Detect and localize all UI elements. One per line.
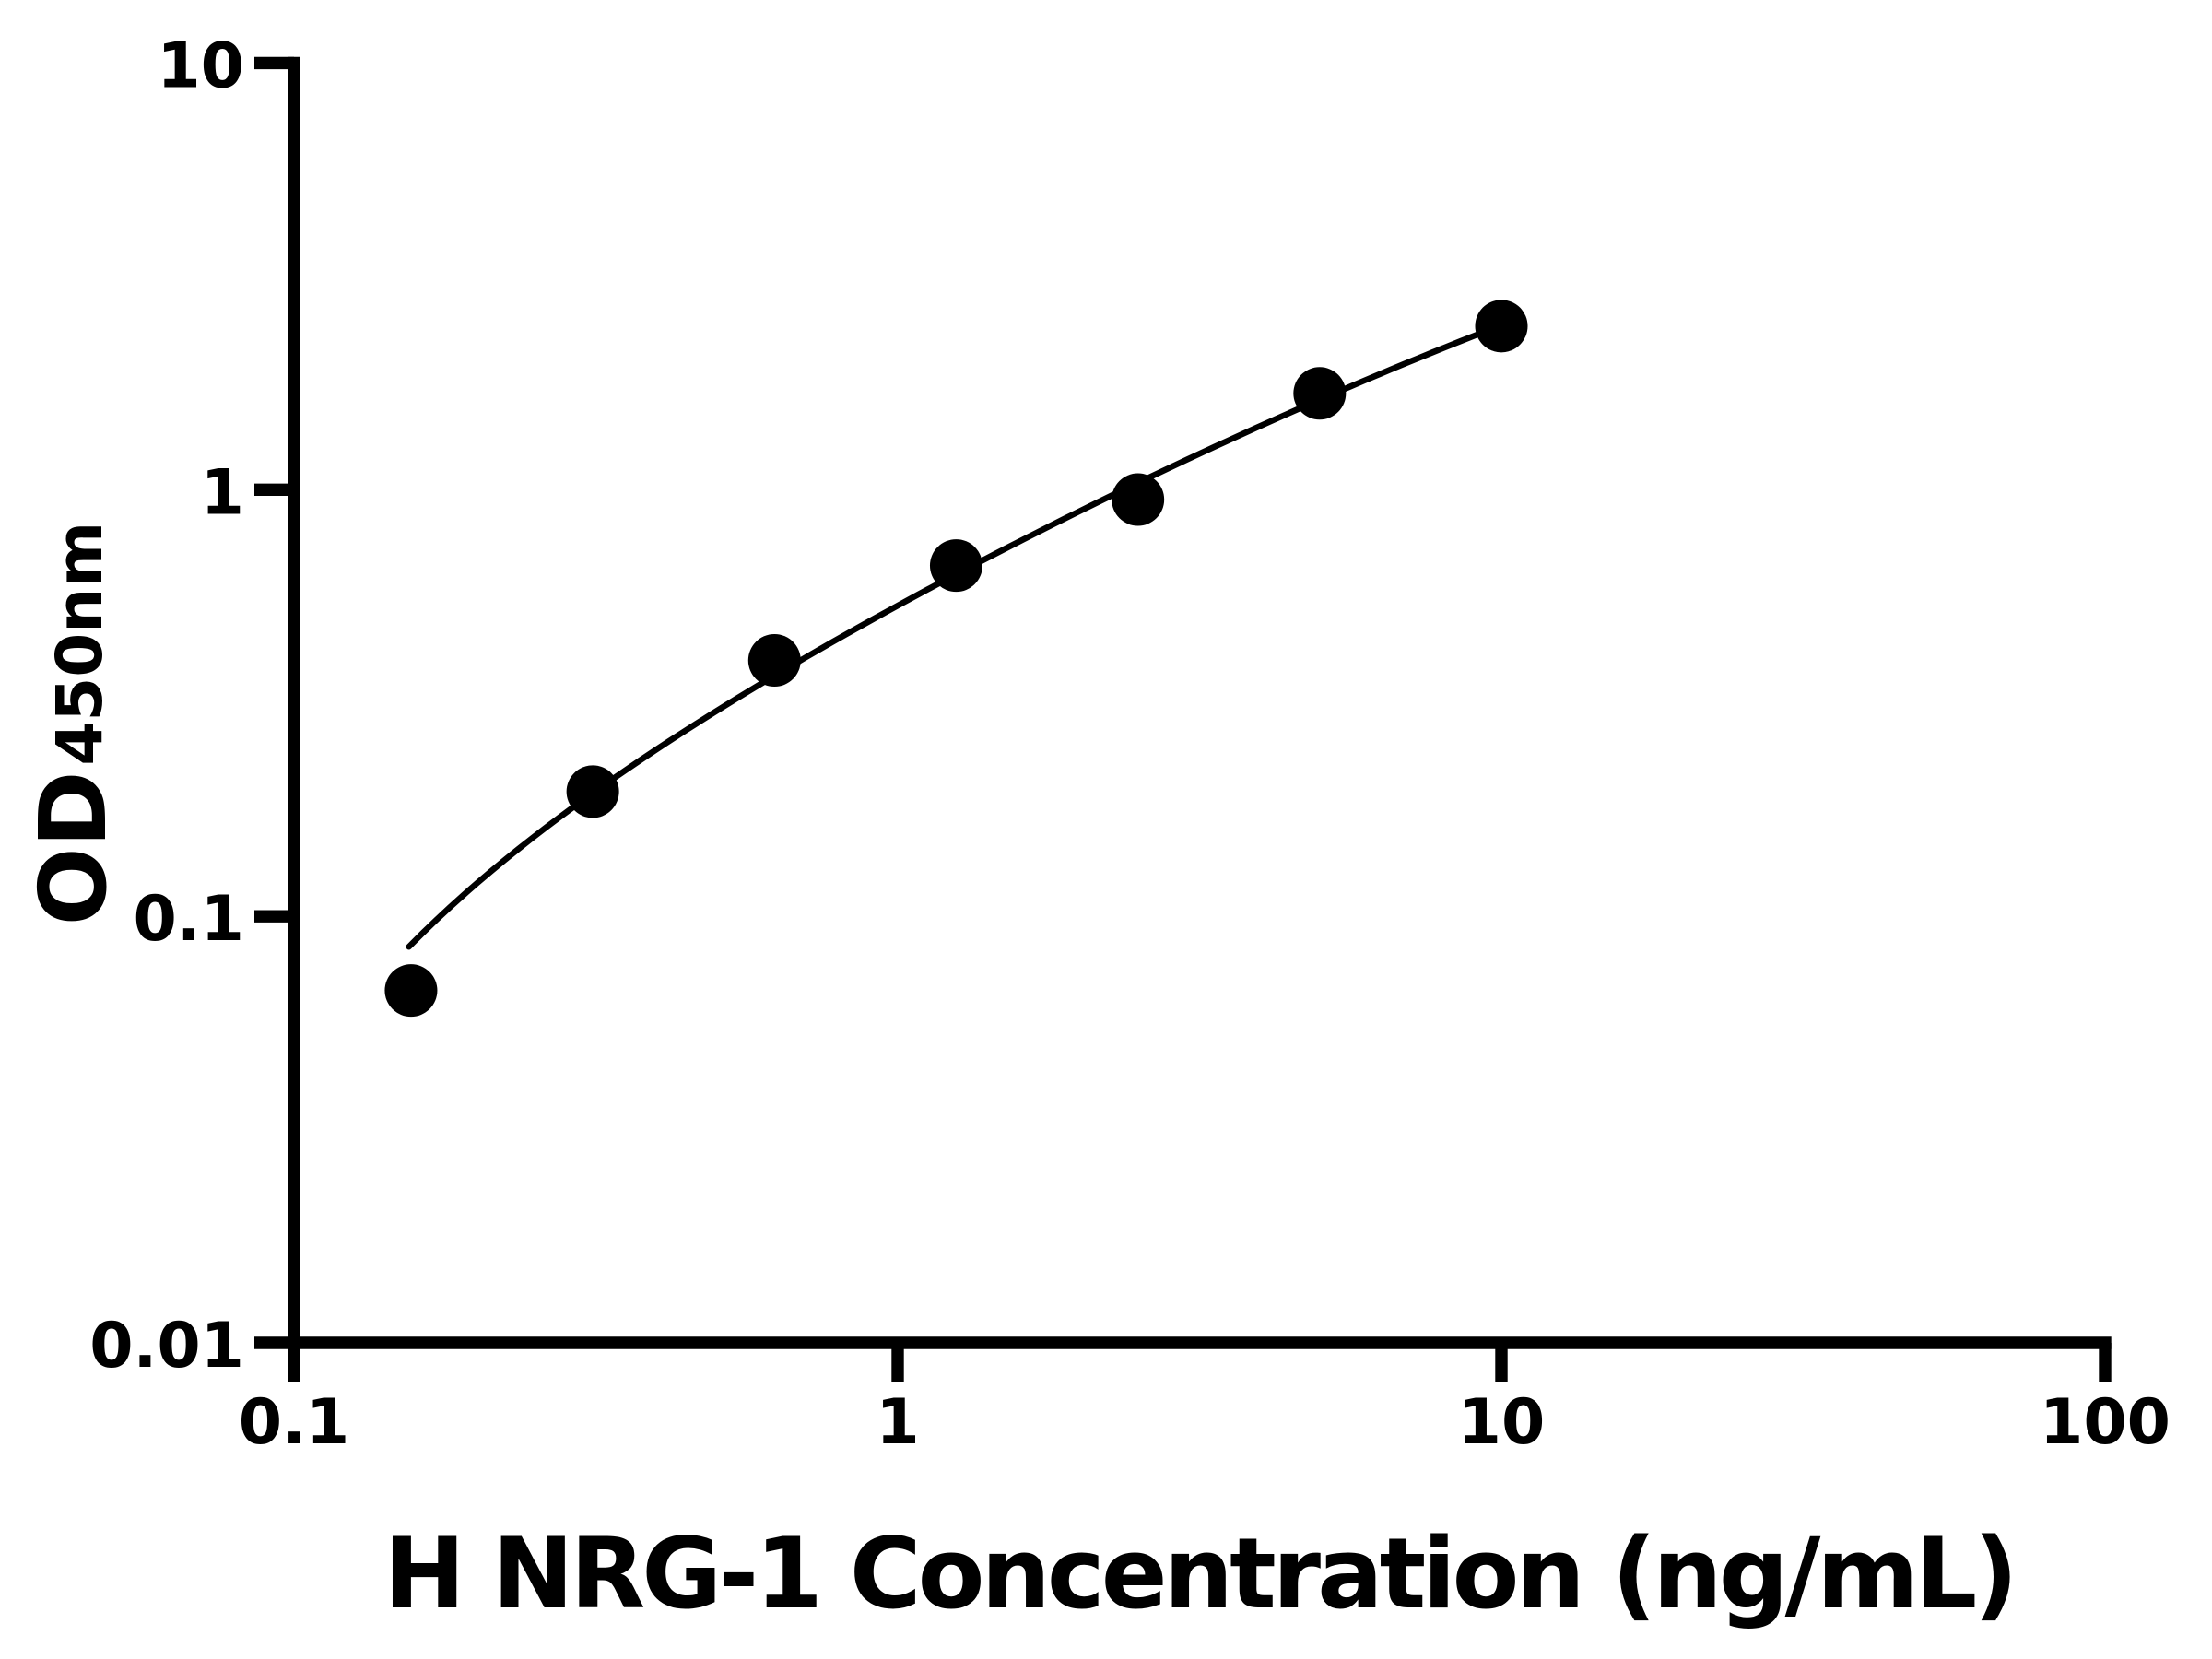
data-point-marker	[566, 765, 619, 818]
y-tick-label: 1	[201, 456, 244, 529]
data-point-marker	[1475, 300, 1528, 353]
y-axis-title: OD 450nm	[19, 522, 127, 926]
y-tick-label: 10	[157, 29, 244, 102]
data-points	[384, 300, 1528, 1018]
x-tick-label: 100	[2040, 1386, 2171, 1459]
y-axis-title-subscript: 450nm	[43, 522, 117, 766]
y-axis-ticks	[254, 56, 294, 1349]
x-axis-title: H NRG-1 Concentration (ng/mL)	[383, 1517, 2015, 1630]
y-axis-title-main: OD	[19, 771, 127, 925]
x-tick-label: 1	[876, 1386, 919, 1459]
x-tick-label: 0.1	[239, 1386, 349, 1459]
plot-area	[384, 300, 1528, 1018]
axes	[288, 56, 2112, 1382]
data-point-marker	[929, 539, 982, 593]
data-point-marker	[1112, 473, 1165, 526]
x-tick-label: 10	[1458, 1386, 1546, 1459]
data-point-marker	[1293, 367, 1347, 420]
data-point-marker	[384, 964, 438, 1018]
y-tick-label: 0.01	[89, 1310, 244, 1382]
y-tick-label: 0.1	[134, 883, 244, 956]
data-point-marker	[747, 633, 801, 687]
x-axis-tick-labels: 0.1 1 10 100	[239, 1386, 2171, 1459]
y-axis-tick-labels: 0.01 0.1 1 10	[89, 29, 244, 1382]
x-axis-ticks	[288, 1343, 2112, 1382]
